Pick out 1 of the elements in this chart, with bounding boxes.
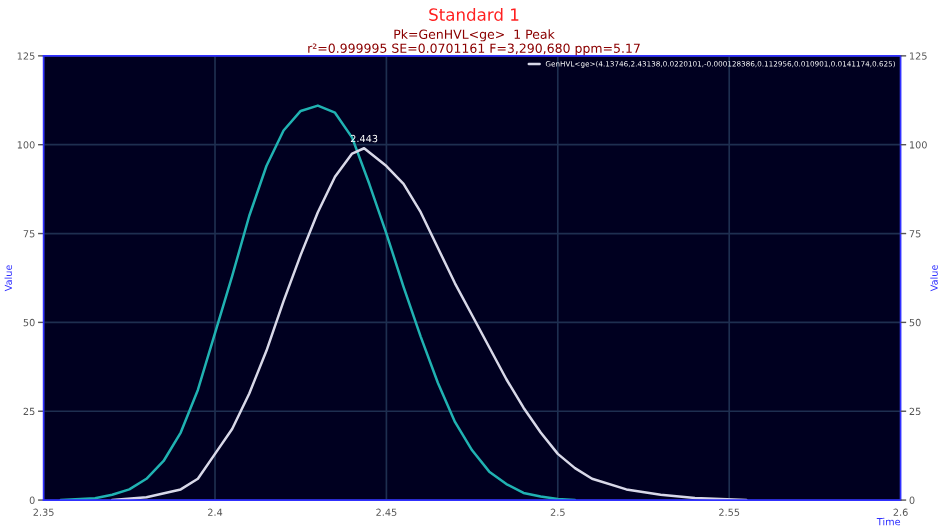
chart-title: Standard 1 [429, 7, 519, 21]
